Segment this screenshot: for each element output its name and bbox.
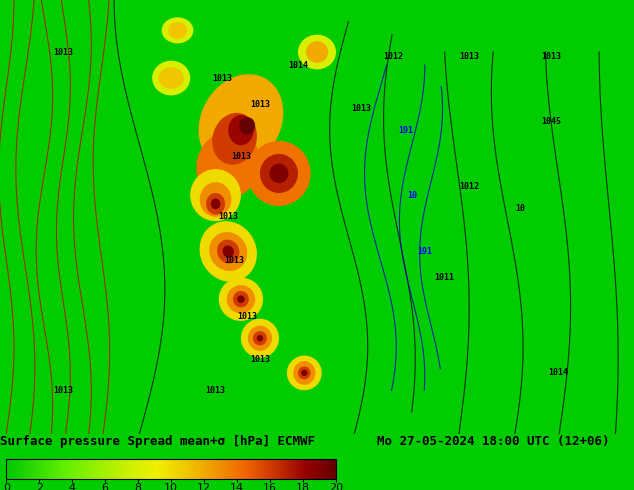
Ellipse shape — [197, 130, 260, 199]
Ellipse shape — [240, 117, 255, 134]
Ellipse shape — [248, 326, 272, 351]
Text: Mo 27-05-2024 18:00 UTC (12+06): Mo 27-05-2024 18:00 UTC (12+06) — [377, 435, 610, 448]
Text: 1013: 1013 — [53, 48, 74, 56]
Ellipse shape — [298, 35, 336, 70]
Ellipse shape — [253, 331, 267, 345]
Ellipse shape — [227, 285, 255, 313]
Ellipse shape — [233, 291, 249, 307]
Ellipse shape — [219, 277, 263, 321]
Text: 1013: 1013 — [218, 212, 238, 221]
Text: 1013: 1013 — [212, 74, 232, 82]
Ellipse shape — [269, 164, 288, 183]
Ellipse shape — [152, 61, 190, 96]
Text: 1014: 1014 — [548, 368, 568, 377]
Text: 1045: 1045 — [541, 117, 562, 126]
Text: 1013: 1013 — [541, 52, 562, 61]
Ellipse shape — [241, 318, 279, 358]
Ellipse shape — [209, 232, 247, 271]
Text: 1013: 1013 — [53, 386, 74, 395]
Ellipse shape — [190, 169, 241, 221]
Ellipse shape — [287, 356, 321, 390]
Ellipse shape — [260, 154, 298, 193]
Ellipse shape — [206, 193, 225, 215]
Ellipse shape — [162, 17, 193, 44]
Text: 1013: 1013 — [224, 256, 245, 265]
Text: 1012: 1012 — [383, 52, 403, 61]
Text: 1011: 1011 — [434, 273, 454, 282]
Ellipse shape — [212, 113, 257, 165]
Text: 1013: 1013 — [351, 104, 372, 113]
Text: 1013: 1013 — [250, 355, 270, 365]
Text: 1013: 1013 — [231, 151, 251, 161]
Text: 10: 10 — [515, 204, 525, 213]
Ellipse shape — [306, 41, 328, 63]
Text: 191: 191 — [398, 125, 413, 135]
Ellipse shape — [228, 115, 254, 145]
Ellipse shape — [158, 67, 184, 89]
Ellipse shape — [200, 182, 231, 217]
Ellipse shape — [301, 369, 307, 376]
Ellipse shape — [217, 240, 240, 264]
Ellipse shape — [223, 245, 234, 258]
Ellipse shape — [293, 361, 316, 385]
Text: 1014: 1014 — [288, 61, 308, 70]
Text: 10: 10 — [407, 191, 417, 199]
Text: 1013: 1013 — [237, 312, 257, 321]
Text: 1013: 1013 — [459, 52, 479, 61]
Text: 191: 191 — [417, 247, 432, 256]
Ellipse shape — [210, 198, 221, 209]
Ellipse shape — [257, 335, 263, 342]
Text: 1013: 1013 — [205, 386, 226, 395]
Ellipse shape — [247, 141, 311, 206]
Text: 1013: 1013 — [250, 99, 270, 109]
Ellipse shape — [168, 22, 187, 39]
Text: Surface pressure Spread mean+σ [hPa] ECMWF: Surface pressure Spread mean+σ [hPa] ECM… — [0, 435, 315, 448]
Ellipse shape — [237, 295, 245, 303]
Ellipse shape — [298, 367, 311, 379]
Ellipse shape — [200, 221, 257, 282]
Text: 1012: 1012 — [459, 182, 479, 191]
Ellipse shape — [198, 74, 283, 169]
